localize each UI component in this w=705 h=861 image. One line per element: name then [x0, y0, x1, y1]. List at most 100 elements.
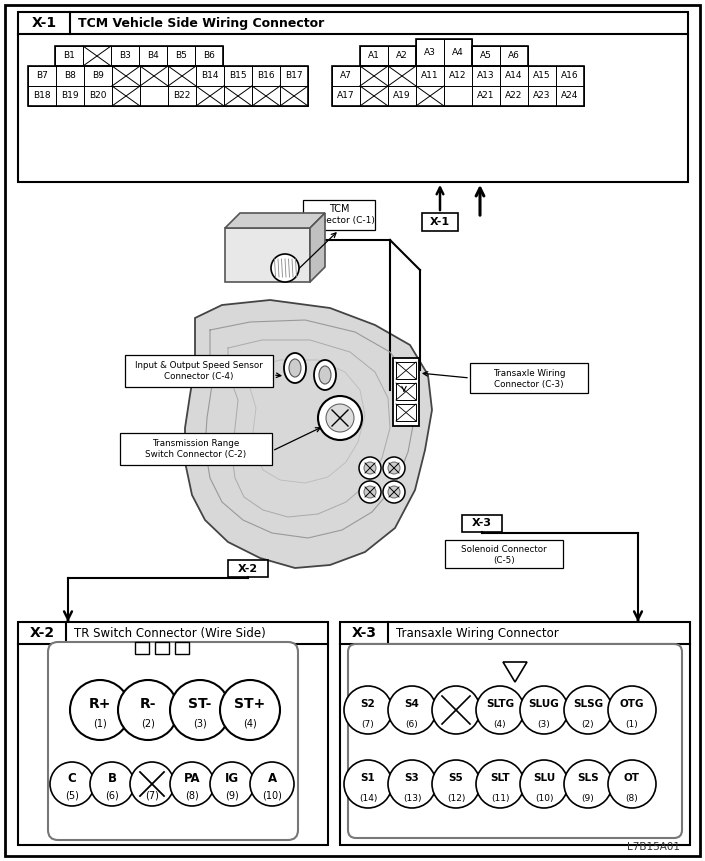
- Circle shape: [210, 762, 254, 806]
- Text: A19: A19: [393, 91, 411, 101]
- Circle shape: [388, 486, 400, 498]
- Text: Transaxle Wiring Connector: Transaxle Wiring Connector: [396, 627, 559, 640]
- Text: (2): (2): [141, 719, 155, 729]
- Bar: [360, 46, 416, 66]
- Text: (7): (7): [362, 720, 374, 728]
- Bar: [252, 66, 280, 86]
- Circle shape: [383, 481, 405, 503]
- Circle shape: [318, 396, 362, 440]
- Text: B14: B14: [201, 71, 219, 80]
- Text: A13: A13: [477, 71, 495, 80]
- Text: (4): (4): [243, 719, 257, 729]
- Text: A24: A24: [561, 91, 579, 101]
- Bar: [472, 46, 500, 66]
- Text: (3): (3): [193, 719, 207, 729]
- Text: (6): (6): [105, 791, 119, 801]
- Circle shape: [388, 462, 400, 474]
- Bar: [252, 86, 280, 106]
- Bar: [396, 362, 416, 379]
- Bar: [416, 39, 472, 66]
- Polygon shape: [185, 300, 432, 568]
- Text: B8: B8: [64, 71, 76, 80]
- Text: A17: A17: [337, 91, 355, 101]
- Text: S3: S3: [405, 773, 419, 783]
- Bar: [84, 86, 112, 106]
- Circle shape: [130, 762, 174, 806]
- Text: A6: A6: [508, 52, 520, 60]
- Circle shape: [520, 686, 568, 734]
- Bar: [196, 66, 224, 86]
- Bar: [462, 515, 502, 532]
- Text: L7B15A01: L7B15A01: [627, 842, 680, 852]
- Text: Connector (C-3): Connector (C-3): [494, 381, 564, 389]
- Bar: [444, 86, 472, 106]
- FancyBboxPatch shape: [348, 644, 682, 838]
- Bar: [360, 86, 388, 106]
- Text: A15: A15: [533, 71, 551, 80]
- Text: (6): (6): [405, 720, 418, 728]
- Text: Switch Connector (C-2): Switch Connector (C-2): [145, 450, 247, 460]
- Bar: [155, 642, 169, 654]
- Text: OT: OT: [624, 773, 640, 783]
- Text: A5: A5: [480, 52, 492, 60]
- Text: R-: R-: [140, 697, 157, 711]
- Text: B5: B5: [175, 52, 187, 60]
- Bar: [228, 560, 268, 577]
- Bar: [472, 66, 500, 86]
- Text: (7): (7): [145, 791, 159, 801]
- Bar: [528, 86, 556, 106]
- Bar: [445, 540, 563, 568]
- Text: (1): (1): [625, 720, 638, 728]
- Text: IG: IG: [225, 772, 239, 785]
- Text: (9): (9): [582, 794, 594, 802]
- Text: (12): (12): [447, 794, 465, 802]
- Circle shape: [359, 457, 381, 479]
- Bar: [56, 86, 84, 106]
- Bar: [280, 66, 308, 86]
- Text: X-2: X-2: [30, 626, 54, 640]
- Text: Transmission Range: Transmission Range: [152, 438, 240, 448]
- Circle shape: [220, 680, 280, 740]
- Text: ST-: ST-: [188, 697, 212, 711]
- Bar: [83, 46, 111, 66]
- Circle shape: [520, 760, 568, 808]
- Bar: [340, 622, 690, 845]
- Text: B: B: [107, 772, 116, 785]
- Bar: [55, 46, 223, 66]
- Text: (14): (14): [359, 794, 377, 802]
- Text: (3): (3): [538, 720, 551, 728]
- Bar: [195, 46, 223, 66]
- Circle shape: [118, 680, 178, 740]
- Polygon shape: [225, 213, 325, 228]
- Circle shape: [344, 686, 392, 734]
- Bar: [168, 66, 196, 86]
- Text: B3: B3: [119, 52, 131, 60]
- Circle shape: [90, 762, 134, 806]
- Text: B4: B4: [147, 52, 159, 60]
- Text: B15: B15: [229, 71, 247, 80]
- Bar: [55, 46, 83, 66]
- Bar: [556, 66, 584, 86]
- Circle shape: [344, 760, 392, 808]
- Text: (11): (11): [491, 794, 509, 802]
- Bar: [472, 46, 528, 66]
- Text: B6: B6: [203, 52, 215, 60]
- Text: (C-5): (C-5): [493, 555, 515, 565]
- Bar: [470, 363, 588, 393]
- Bar: [416, 39, 444, 66]
- Bar: [112, 86, 140, 106]
- Bar: [444, 66, 472, 86]
- Text: (10): (10): [535, 794, 553, 802]
- Text: (4): (4): [493, 720, 506, 728]
- Circle shape: [388, 760, 436, 808]
- Bar: [388, 86, 416, 106]
- Ellipse shape: [319, 366, 331, 384]
- Circle shape: [326, 404, 354, 432]
- Text: A14: A14: [505, 71, 522, 80]
- Bar: [18, 12, 688, 182]
- Text: PA: PA: [184, 772, 200, 785]
- Text: TCM Vehicle Side Wiring Connector: TCM Vehicle Side Wiring Connector: [78, 16, 324, 29]
- Text: X-3: X-3: [472, 518, 492, 529]
- Text: B22: B22: [173, 91, 190, 101]
- Text: S4: S4: [405, 699, 419, 709]
